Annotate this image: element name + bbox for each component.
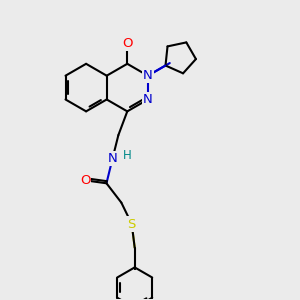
- Text: H: H: [123, 149, 132, 162]
- Text: O: O: [122, 37, 133, 50]
- Text: N: N: [107, 152, 117, 165]
- Text: N: N: [143, 69, 153, 82]
- Text: S: S: [128, 218, 136, 230]
- Text: O: O: [80, 174, 90, 187]
- Text: N: N: [143, 93, 153, 106]
